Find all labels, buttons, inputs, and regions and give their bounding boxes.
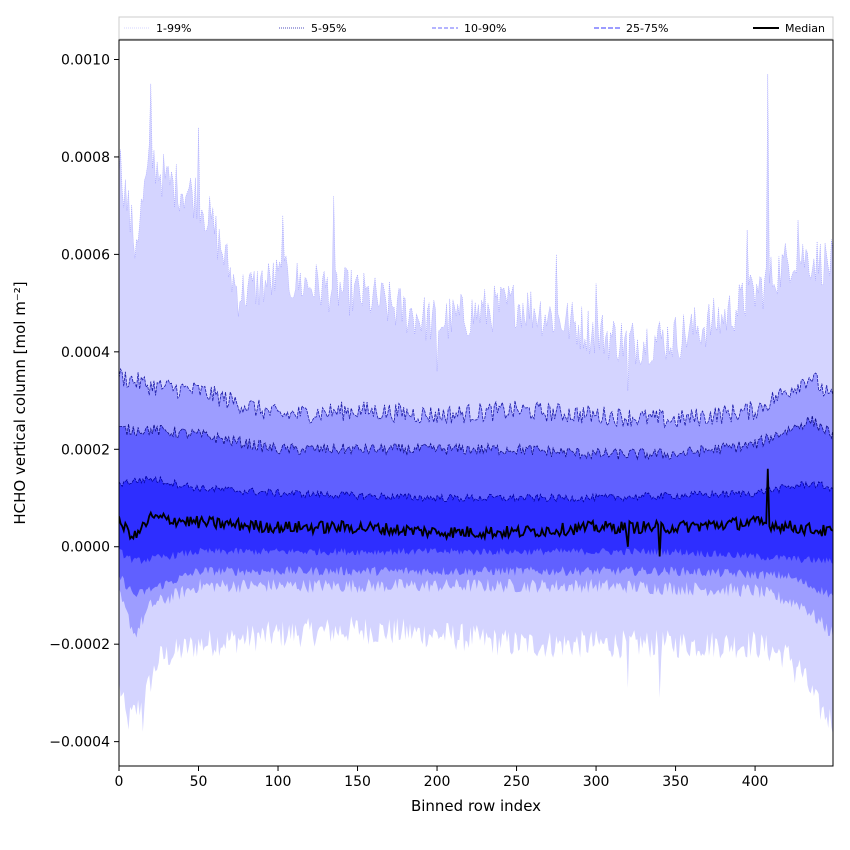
legend-label: Median <box>785 22 825 35</box>
y-tick-label: 0.0004 <box>61 345 110 361</box>
y-tick-label: 0.0002 <box>61 442 110 458</box>
x-tick-label: 0 <box>115 774 124 790</box>
legend-label: 5-95% <box>311 22 346 35</box>
band-25-75% <box>119 475 833 565</box>
x-tick-label: 50 <box>190 774 208 790</box>
median-line <box>119 468 833 557</box>
x-axis-label: Binned row index <box>411 797 541 815</box>
y-tick-label: 0.0008 <box>61 150 110 166</box>
y-tick-label: 0.0010 <box>61 52 110 68</box>
band-upper-line-10-90% <box>119 415 833 461</box>
y-tick-label: 0.0000 <box>61 540 110 556</box>
legend-box <box>118 16 834 40</box>
plot-frame <box>118 39 834 767</box>
x-tick-label: 150 <box>344 774 371 790</box>
x-tick-label: 200 <box>424 774 451 790</box>
bands-layer <box>119 74 833 735</box>
x-tick-label: 300 <box>583 774 610 790</box>
x-tick-label: 400 <box>742 774 769 790</box>
legend: 1-99% 5-95% 10-90% 25-75% Median <box>118 16 834 40</box>
legend-label: 10-90% <box>464 22 506 35</box>
x-tick-label: 350 <box>662 774 689 790</box>
lines-layer <box>119 74 833 557</box>
y-tick-label: −0.0004 <box>49 735 110 751</box>
x-axis: 0 50 100 150 200 250 300 350 400 <box>115 766 769 790</box>
x-tick-label: 250 <box>503 774 530 790</box>
y-axis-label: HCHO vertical column [mol m⁻²] <box>11 281 29 524</box>
legend-label: 1-99% <box>156 22 191 35</box>
band-upper-line-5-95% <box>119 367 833 429</box>
legend-label: 25-75% <box>626 22 668 35</box>
y-axis: −0.0004 −0.0002 0.0000 0.0002 0.0004 0.0006 0.… <box>49 52 119 751</box>
y-tick-label: 0.0006 <box>61 247 110 263</box>
x-tick-label: 100 <box>265 774 292 790</box>
band-upper-line-25-75% <box>119 474 833 503</box>
band-upper-line-1-99% <box>119 74 833 391</box>
y-tick-label: −0.0002 <box>49 637 110 653</box>
